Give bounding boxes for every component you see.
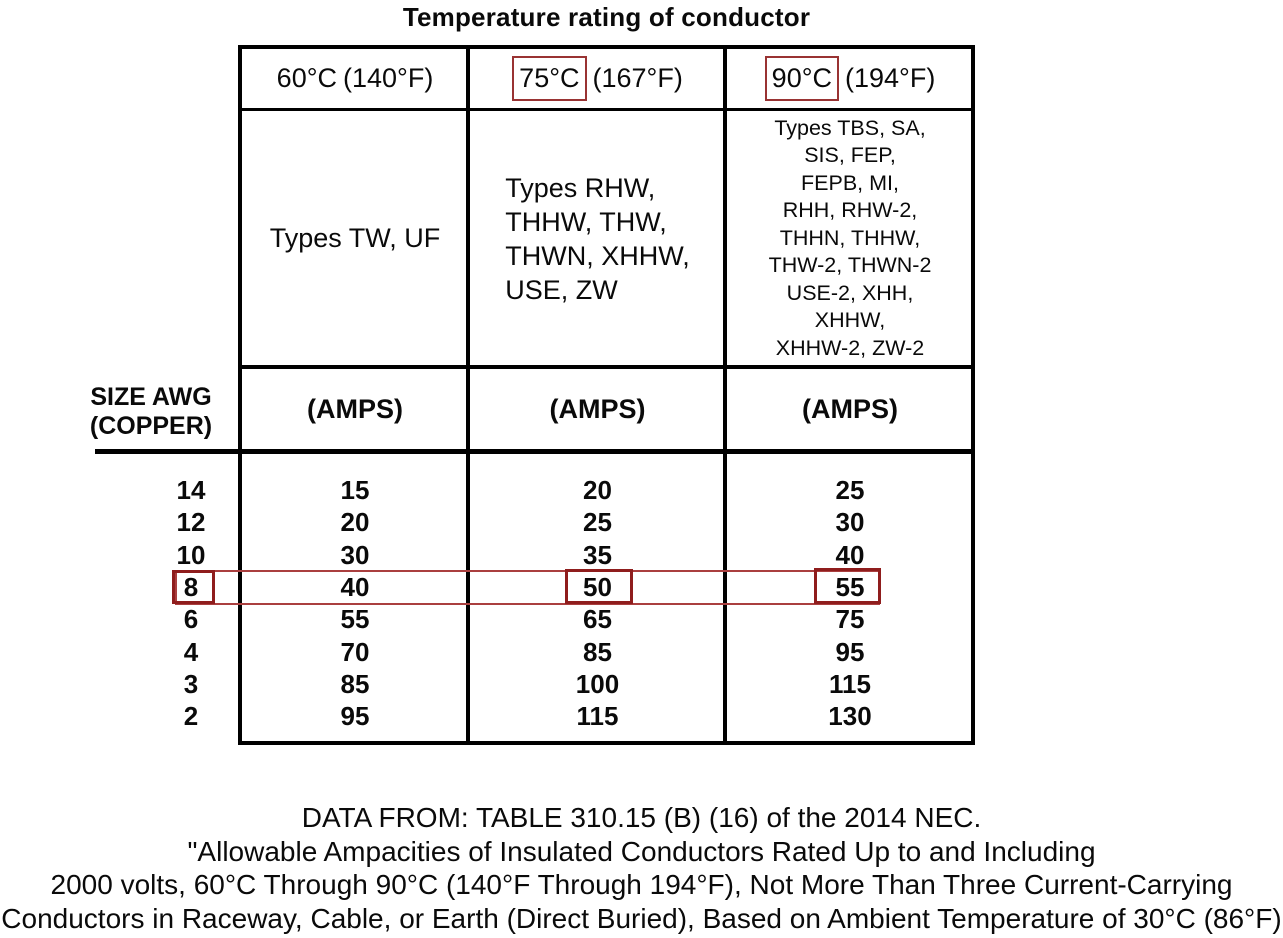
ampacity-75c: 100 [575,669,620,699]
ampacity-75c: 35 [583,540,612,570]
temp-fahrenheit-75c: (167°F) [592,63,683,93]
ampacity-90c: 75 [835,604,865,634]
highlight-rect-row-8 [175,570,880,605]
table-row-awg-8-highlighted: 8 40 50 55 [0,571,975,604]
awg-size: 3 [183,669,199,699]
temp-fahrenheit-90c: (194°F) [845,63,936,93]
types-divider-line [242,365,971,369]
highlight-box-size-8 [172,570,215,604]
amps-divider-line [95,449,975,454]
types-cell-90c: Types TBS, SA, SIS, FEP, FEPB, MI, RHH, … [768,115,932,360]
highlight-box-50-amps [565,569,633,604]
caption-line-1: DATA FROM: TABLE 310.15 (B) (16) of the … [301,802,982,833]
caption-line-2: "Allowable Ampacities of Insulated Condu… [187,835,1096,867]
types-list-75c: Types RHW, THHW, THW, THWN, XHHW, USE, Z… [505,172,690,305]
table-row-awg-6: 6 55 65 75 [0,603,975,636]
awg-size: 2 [183,701,199,731]
ampacity-75c: 85 [583,637,612,667]
ampacity-90c: 30 [835,507,865,537]
amps-header-75c: (AMPS) [549,393,646,424]
table-row-awg-4: 4 70 85 95 [0,636,975,669]
temp-label-90c-red-box: 90°C [764,56,839,101]
ampacity-60c: 55 [340,604,370,634]
amps-header-90c: (AMPS) [802,393,898,424]
awg-size: 4 [183,637,199,667]
table-row-awg-2: 2 95 115 130 [0,700,975,733]
caption-line-3: 2000 volts, 60°C Through 90°C (140°F Thr… [50,869,1233,900]
row-header-size-awg-copper: SIZE AWG (COPPER) [89,383,213,440]
ampacity-90c: 130 [828,701,872,731]
ampacity-60c: 95 [340,701,370,731]
types-cell-75c: Types RHW, THHW, THW, THWN, XHHW, USE, Z… [472,112,723,365]
source-caption: DATA FROM: TABLE 310.15 (B) (16) of the … [0,801,1283,935]
page-title: Temperature rating of conductor [402,2,811,32]
awg-size: 12 [176,507,206,537]
table-row-awg-10: 10 30 35 40 [0,539,975,572]
col-header-75c: 75°C (167°F) [472,49,723,108]
header-divider-line [242,108,971,111]
ampacity-75c: 25 [583,507,612,537]
awg-size: 10 [176,540,206,570]
column-divider-2 [723,49,727,741]
ampacity-90c: 40 [835,540,865,570]
ampacity-75c: 65 [583,604,612,634]
ampacity-75c: 20 [583,475,612,505]
amps-header-60c: (AMPS) [307,393,403,424]
col-header-60c: 60°C (140°F) [242,49,468,108]
ampacity-90c: 95 [835,637,865,667]
table-row-awg-3: 3 85 100 115 [0,668,975,701]
types-cell-60c: Types TW, UF [269,223,441,253]
table-row-awg-12: 12 20 25 30 [0,506,975,539]
temp-label-60c: 60°C [276,63,337,93]
ampacity-75c: 115 [576,701,619,731]
ampacity-75c: 50 [583,572,612,602]
highlight-box-55-amps [814,568,881,604]
column-divider-1 [466,49,470,741]
ampacity-60c: 70 [340,637,370,667]
temp-fahrenheit-60c: (140°F) [343,63,434,93]
col-header-90c: 90°C (194°F) [729,49,971,108]
ampacity-60c: 20 [340,507,370,537]
ampacity-90c: 25 [835,475,865,505]
ampacity-90c: 115 [829,669,871,699]
ampacity-table-frame [238,45,975,745]
awg-size: 6 [183,604,199,634]
ampacity-60c: 40 [340,572,370,602]
temp-label-75c-red-box: 75°C [512,56,587,101]
ampacity-90c: 55 [835,572,865,602]
awg-size: 8 [183,572,199,602]
ampacity-60c: 30 [340,540,370,570]
ampacity-60c: 15 [340,475,370,505]
awg-size: 14 [176,475,206,505]
ampacity-60c: 85 [340,669,370,699]
caption-line-4: Conductors in Raceway, Cable, or Earth (… [1,902,1282,934]
table-row-awg-14: 14 15 20 25 [0,474,975,507]
